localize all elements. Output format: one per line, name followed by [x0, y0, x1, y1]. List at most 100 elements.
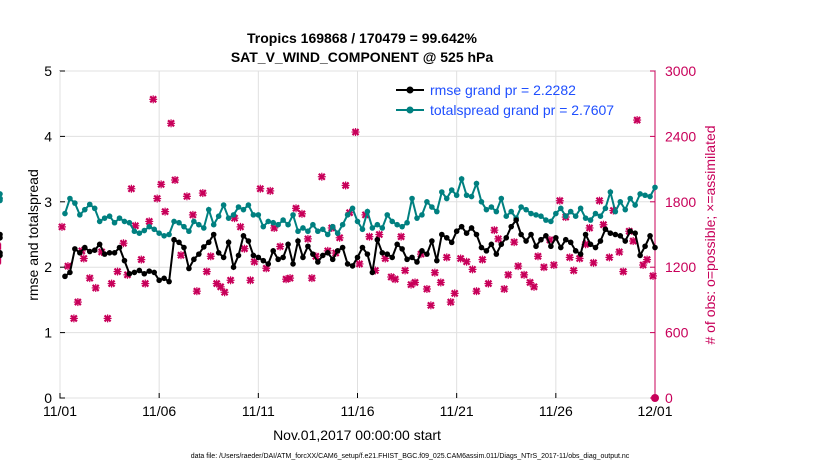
rmse-point — [319, 252, 326, 259]
obs-marker — [171, 176, 180, 184]
totalspread-point — [632, 202, 638, 208]
rmse-point — [329, 256, 336, 263]
totalspread-point — [354, 218, 361, 225]
obs-marker — [176, 251, 185, 260]
x-axis: 11/01 11/06 11/11 11/16 11/21 11/26 12/01 — [43, 393, 673, 419]
obs-end-marker — [651, 394, 659, 402]
obs-marker — [303, 234, 312, 243]
totalspread-point — [176, 219, 182, 226]
y-tick-label: 5 — [44, 63, 52, 79]
obs-marker — [504, 270, 513, 279]
totalspread-point — [369, 225, 376, 231]
rmse-point — [106, 250, 113, 256]
totalspread-point — [270, 219, 277, 226]
totalspread-point — [567, 208, 574, 215]
totalspread-point — [617, 199, 624, 205]
x-tick-label: 11/01 — [43, 403, 77, 419]
obs-marker — [292, 204, 301, 213]
rmse-point — [602, 226, 609, 233]
obs-marker — [549, 261, 558, 270]
totalspread-point — [151, 226, 158, 233]
rmse-point — [265, 261, 272, 267]
obs-marker — [206, 252, 215, 261]
obs-marker — [643, 255, 652, 264]
obs-marker — [462, 257, 471, 266]
legend-spread-marker — [406, 106, 414, 114]
totalspread-point — [612, 208, 619, 215]
rmse-point — [587, 241, 594, 248]
obs-marker — [490, 226, 499, 235]
totalspread-point — [602, 205, 609, 212]
rmse-point — [503, 234, 510, 241]
totalspread-point — [572, 213, 579, 219]
y-right-tick-label: 3000 — [665, 63, 696, 79]
totalspread-point — [533, 212, 539, 218]
rmse-point — [389, 254, 396, 261]
rmse-point — [245, 238, 252, 244]
rmse-point — [632, 230, 638, 236]
totalspread-point — [374, 221, 381, 228]
totalspread-point — [275, 221, 281, 228]
totalspread-point — [161, 233, 167, 239]
rmse-point — [627, 228, 634, 235]
totalspread-point — [255, 212, 262, 218]
obs-marker — [569, 266, 578, 275]
rmse-point — [399, 246, 405, 252]
rmse-point — [523, 238, 529, 244]
rmse-point — [166, 278, 172, 285]
rmse-point — [225, 239, 232, 246]
totalspread-point — [186, 228, 192, 235]
totalspread-point — [642, 192, 648, 199]
totalspread-point — [627, 195, 634, 202]
obs-marker — [391, 275, 400, 284]
rmse-point — [196, 251, 202, 257]
totalspread-point — [235, 204, 242, 210]
rmse-point — [404, 256, 410, 263]
totalspread-point — [265, 218, 272, 225]
rmse-point — [176, 239, 182, 246]
totalspread-point — [166, 231, 172, 238]
rmse-point — [557, 244, 564, 251]
totalspread-point — [493, 208, 500, 215]
totalspread-point — [77, 212, 83, 218]
rmse-point — [67, 269, 73, 276]
x-tick-label: 12/01 — [637, 403, 672, 419]
rmse-point — [493, 251, 500, 257]
totalspread-point — [295, 228, 301, 235]
totalspread-point — [394, 221, 400, 228]
rmse-point — [126, 270, 133, 277]
rmse-point — [533, 243, 539, 250]
totalspread-point — [62, 210, 68, 217]
rmse-point — [151, 269, 158, 276]
rmse-point — [310, 251, 316, 257]
rmse-point — [359, 244, 366, 251]
totalspread-point — [409, 195, 415, 202]
rmse-point — [121, 257, 128, 264]
totalspread-point — [86, 201, 93, 208]
totalspread-point — [136, 230, 143, 236]
obs-marker — [256, 184, 265, 193]
data-file-footer: data file: /Users/raeder/DAI/ATM_forcXX/… — [191, 453, 630, 460]
totalspread-point — [230, 212, 237, 218]
totalspread-point — [334, 230, 341, 236]
obs-marker — [276, 242, 285, 251]
rmse-point — [572, 248, 579, 254]
obs-marker — [530, 282, 539, 291]
obs-marker — [442, 253, 451, 262]
totalspread-point — [191, 218, 197, 225]
obs-marker — [127, 184, 136, 193]
totalspread-point — [116, 215, 123, 221]
obs-marker — [468, 265, 477, 274]
totalspread-point — [111, 219, 118, 226]
obs-marker — [555, 196, 564, 205]
totalspread-point — [91, 205, 98, 212]
rmse-point — [205, 239, 212, 246]
totalspread-point — [181, 223, 187, 230]
x-tick-label: 11/21 — [440, 403, 474, 419]
obs-marker — [161, 207, 170, 216]
legend-spread-label: totalspread grand pr = 2.7607 — [430, 102, 614, 118]
rmse-point — [354, 254, 361, 261]
totalspread-point — [349, 205, 356, 212]
rmse-point — [548, 243, 554, 250]
